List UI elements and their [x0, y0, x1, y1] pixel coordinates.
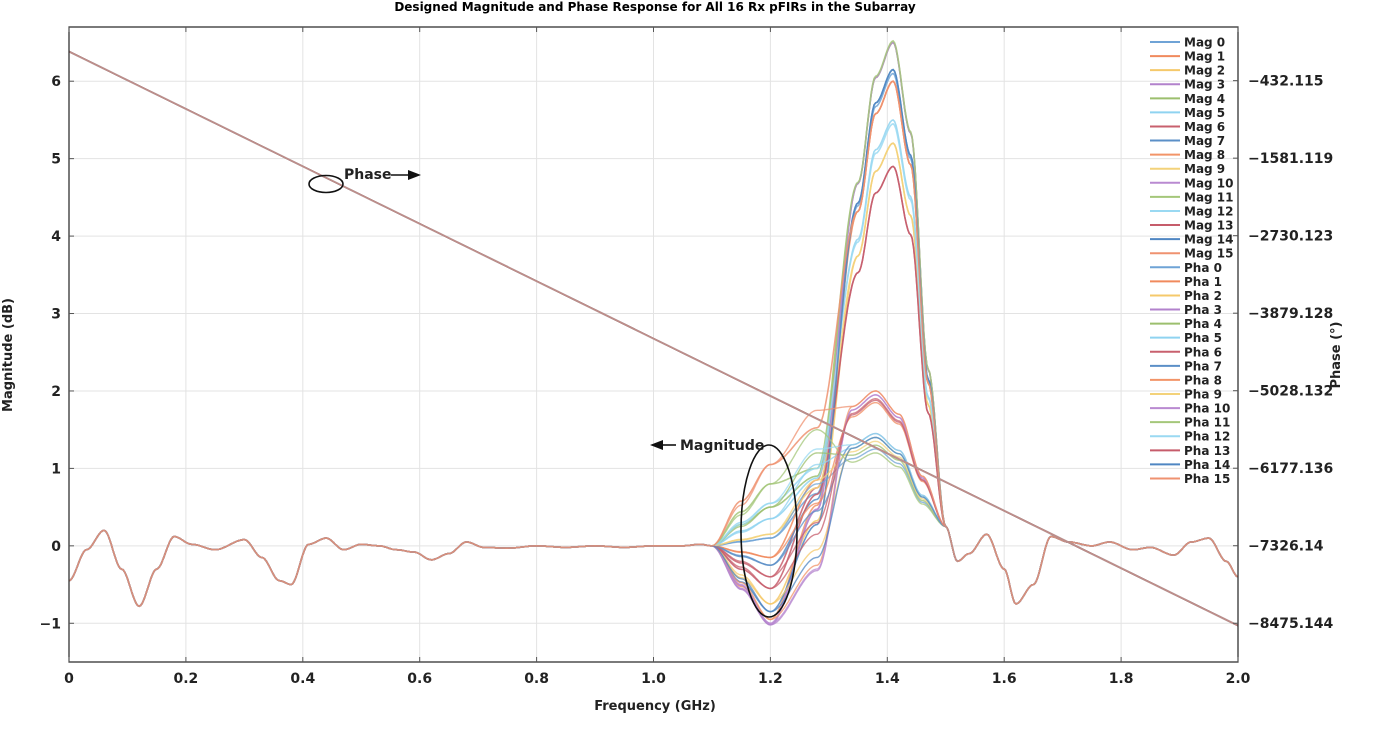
magnitude-annotation-label: Magnitude [680, 438, 764, 454]
right-tick-label: −2730.123 [1248, 229, 1333, 245]
x-tick-label: 0 [64, 671, 74, 687]
magnitude-line-15 [68, 80, 1239, 608]
left-tick-label: 5 [51, 152, 61, 168]
legend-label-29: Pha 13 [1184, 444, 1230, 458]
x-tick-label: 1.8 [1109, 671, 1134, 687]
legend-label-3: Mag 3 [1184, 78, 1225, 92]
legend-label-25: Pha 9 [1184, 388, 1222, 402]
magnitude-annotation-ellipse [740, 444, 798, 618]
legend-label-19: Pha 3 [1184, 303, 1222, 317]
left-tick-label: 1 [51, 461, 61, 477]
legend-label-27: Pha 11 [1184, 416, 1230, 430]
right-tick-label: −6177.136 [1248, 461, 1333, 477]
legend-label-2: Mag 2 [1184, 64, 1225, 78]
magnitude-hump-line-9 [712, 440, 958, 562]
legend-label-7: Mag 7 [1184, 134, 1225, 148]
left-tick-label: 4 [51, 229, 61, 245]
x-tick-label: 0.2 [173, 671, 198, 687]
right-tick-label: −5028.132 [1248, 384, 1333, 400]
magnitude-hump-line-13 [711, 399, 958, 590]
left-tick-label: 0 [51, 539, 61, 555]
left-tick-label: 6 [51, 74, 61, 90]
legend-label-16: Pha 0 [1184, 261, 1222, 275]
x-tick-label: 0.6 [407, 671, 432, 687]
legend-label-18: Pha 2 [1184, 289, 1222, 303]
grid [68, 27, 1239, 662]
x-tick-label: 1.2 [758, 671, 783, 687]
legend-label-4: Mag 4 [1184, 92, 1225, 106]
left-tick-label: 3 [51, 307, 61, 323]
legend-label-20: Pha 4 [1184, 317, 1222, 331]
left-axis-ticks: −1 0 1 2 3 4 5 6 [40, 74, 74, 632]
right-tick-label: −1581.119 [1248, 151, 1333, 167]
right-tick-label: −432.115 [1248, 74, 1324, 90]
legend-label-22: Pha 6 [1184, 345, 1222, 359]
right-tick-label: −8475.144 [1248, 616, 1333, 632]
legend-label-14: Mag 14 [1184, 233, 1234, 247]
legend-label-23: Pha 7 [1184, 359, 1222, 373]
magnitude-hump-line-15 [711, 390, 958, 562]
x-axis-ticks: 0 0.2 0.4 0.6 0.8 1.0 1.2 1.4 1.6 1.8 2.0 [64, 27, 1251, 687]
legend-label-17: Pha 1 [1184, 275, 1222, 289]
legend-label-30: Pha 14 [1184, 458, 1230, 472]
legend-label-12: Mag 12 [1184, 204, 1234, 218]
x-axis-label: Frequency (GHz) [594, 699, 716, 714]
magnitude-hump-line-14 [711, 436, 958, 613]
x-tick-label: 1.0 [641, 671, 666, 687]
legend-label-26: Pha 10 [1184, 402, 1230, 416]
magnitude-hump-line-12 [711, 432, 958, 562]
x-tick-label: 0.4 [290, 671, 315, 687]
legend-label-28: Pha 12 [1184, 430, 1230, 444]
legend-label-11: Mag 11 [1184, 190, 1234, 204]
legend-label-8: Mag 8 [1184, 148, 1225, 162]
magnitude-hump-line-11 [711, 429, 958, 562]
legend-label-9: Mag 9 [1184, 162, 1225, 176]
legend-label-21: Pha 5 [1184, 331, 1222, 345]
legend-label-13: Mag 13 [1184, 219, 1234, 233]
legend-label-31: Pha 15 [1184, 472, 1230, 486]
magnitude-hump-line-4 [711, 444, 958, 562]
x-tick-label: 0.8 [524, 671, 549, 687]
chart-title: Designed Magnitude and Phase Response fo… [394, 0, 915, 14]
right-tick-label: −7326.14 [1248, 539, 1324, 555]
legend-label-24: Pha 8 [1184, 373, 1222, 387]
legend-label-0: Mag 0 [1184, 36, 1225, 50]
annotations: Phase Magnitude [308, 167, 798, 618]
phase-annotation-ellipse [308, 174, 344, 194]
legend-label-10: Mag 10 [1184, 176, 1234, 190]
phase-series-group [68, 50, 1239, 627]
magnitude-annotation-arrow-head [650, 440, 663, 450]
left-tick-label: 2 [51, 384, 61, 400]
x-tick-label: 1.6 [992, 671, 1017, 687]
legend-label-1: Mag 1 [1184, 50, 1225, 64]
phase-line-31 [68, 50, 1239, 627]
x-tick-label: 1.4 [875, 671, 900, 687]
x-tick-label: 2.0 [1226, 671, 1251, 687]
legend-label-5: Mag 5 [1184, 106, 1225, 120]
left-tick-label: −1 [40, 616, 61, 632]
legend-label-6: Mag 6 [1184, 120, 1225, 134]
phase-annotation-arrow-head [408, 170, 421, 180]
right-tick-label: −3879.128 [1248, 306, 1333, 322]
phase-annotation-label: Phase [344, 167, 392, 183]
legend-label-15: Mag 15 [1184, 247, 1234, 261]
right-axis-label: Phase (°) [1329, 321, 1344, 388]
right-axis-ticks: −432.115 −1581.119 −2730.123 −3879.128 −5028… [1233, 74, 1333, 632]
left-axis-label: Magnitude (dB) [1, 298, 16, 412]
